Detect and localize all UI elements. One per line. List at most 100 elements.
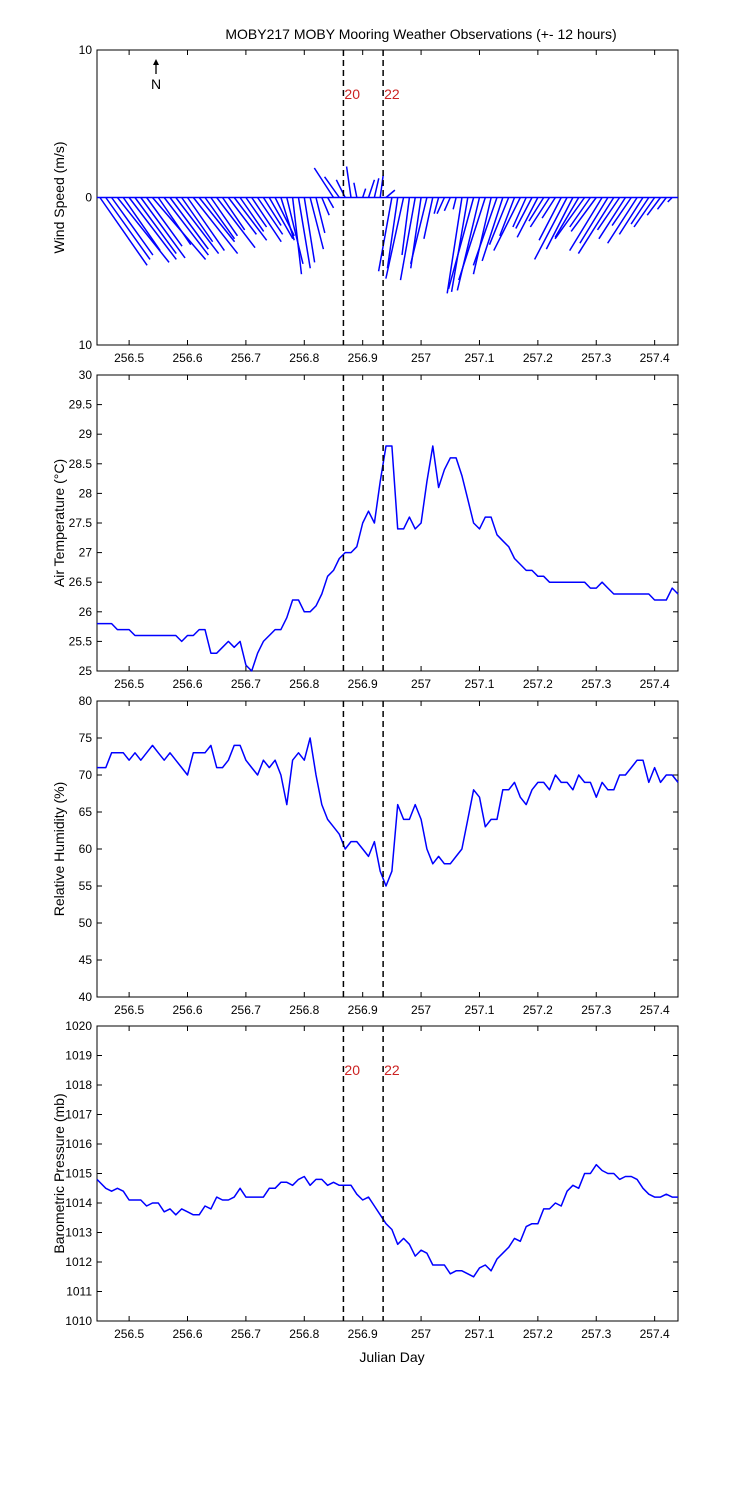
y-tick-label: 28 — [79, 486, 93, 500]
wind-stick — [515, 197, 533, 229]
y-axis-label: Barometric Pressure (mb) — [51, 1093, 67, 1253]
y-tick-label: 1015 — [65, 1167, 92, 1181]
y-tick-label: 1017 — [65, 1108, 92, 1122]
wind-stick — [611, 197, 632, 226]
y-tick-label: 1020 — [65, 1019, 92, 1033]
y-tick-label: 75 — [79, 731, 93, 745]
wind-stick — [379, 175, 384, 198]
wind-stick — [538, 197, 562, 241]
y-tick-label: 40 — [79, 990, 93, 1004]
plot-frame — [96, 700, 679, 998]
wind-stick — [606, 197, 638, 244]
wind-stick — [618, 197, 644, 235]
wind-stick — [499, 197, 516, 237]
x-tick-label: 257.4 — [640, 351, 670, 365]
wind-stick — [385, 189, 396, 199]
y-tick-label: 10 — [79, 338, 93, 352]
panel-4: 256.5 256.6 256.7 256.8 256.9 257 257.1 257.2 25… — [51, 1019, 679, 1341]
x-tick-label: 257.1 — [464, 1003, 494, 1017]
y-tick-label: 29.5 — [69, 398, 93, 412]
wind-stick — [401, 197, 411, 256]
wind-stick — [458, 197, 487, 281]
x-tick-label: 256.6 — [172, 677, 202, 691]
wind-stick — [134, 197, 177, 254]
wind-stick — [280, 197, 295, 241]
wind-stick — [481, 197, 504, 262]
marker-label: 22 — [384, 86, 400, 102]
chart-title: MOBY217 MOBY Mooring Weather Observation… — [225, 26, 616, 42]
wind-stick — [646, 197, 662, 216]
x-tick-label: 256.8 — [289, 1327, 319, 1341]
x-tick-label: 256.5 — [114, 1327, 144, 1341]
wind-stick — [323, 176, 340, 198]
marker-label: 20 — [344, 86, 360, 102]
wind-stick — [163, 197, 209, 256]
wind-stick — [409, 197, 428, 265]
x-tick-label: 257.4 — [640, 1003, 670, 1017]
x-tick-label: 257 — [411, 351, 431, 365]
y-tick-label: 1014 — [65, 1196, 92, 1210]
x-tick-label: 257.2 — [523, 1327, 553, 1341]
y-tick-label: 45 — [79, 953, 93, 967]
wind-stick — [321, 197, 330, 216]
x-tick-label: 257.3 — [581, 1003, 611, 1017]
wind-stick — [541, 197, 557, 219]
panel-3: 256.5 256.6 256.7 256.8 256.9 257 257.1 257.2 25… — [51, 694, 679, 1017]
y-tick-label: 55 — [79, 879, 93, 893]
wind-stick — [192, 197, 239, 255]
y-tick-label: 27 — [79, 546, 93, 560]
wind-stick — [377, 197, 393, 272]
wind-stick — [256, 197, 284, 235]
wind-stick — [210, 197, 239, 237]
wind-stick — [528, 197, 545, 222]
y-tick-label: 1013 — [65, 1226, 92, 1240]
x-tick-label: 257.2 — [523, 677, 553, 691]
x-tick-label: 256.8 — [289, 677, 319, 691]
wind-stick — [656, 197, 667, 210]
wind-stick — [529, 197, 551, 228]
x-tick-label: 257 — [411, 1327, 431, 1341]
x-tick-label: 257.3 — [581, 351, 611, 365]
wind-stick — [433, 197, 440, 214]
wind-stick — [245, 197, 268, 228]
wind-stick — [512, 197, 527, 228]
wind-stick — [353, 182, 358, 198]
wind-stick — [204, 197, 236, 240]
wind-stick — [667, 196, 673, 203]
wind-stick — [175, 197, 220, 255]
x-tick-label: 256.8 — [289, 1003, 319, 1017]
panels: 256.5 256.6 256.7 256.8 256.9 257 257.1 257.2 25… — [51, 43, 679, 1341]
y-tick-label: 70 — [79, 768, 93, 782]
wind-stick — [116, 197, 170, 263]
x-tick-label: 257.1 — [464, 1327, 494, 1341]
y-axis-label: Air Temperature (°C) — [51, 459, 67, 587]
wind-stick — [122, 197, 161, 252]
x-tick-label: 257.4 — [640, 1327, 670, 1341]
wind-stick — [450, 197, 469, 293]
y-axis-label: Relative Humidity (%) — [51, 782, 67, 917]
x-tick-label: 257.2 — [523, 1003, 553, 1017]
x-tick-label: 256.6 — [172, 1327, 202, 1341]
y-tick-label: 65 — [79, 805, 93, 819]
wind-stick — [570, 197, 597, 232]
y-tick-label: 60 — [79, 842, 93, 856]
wind-stick — [488, 197, 510, 245]
wind-stick — [493, 197, 522, 251]
y-tick-label: 80 — [79, 694, 93, 708]
wind-stick — [452, 197, 457, 210]
x-axis-label: Julian Day — [359, 1349, 424, 1365]
wind-stick — [239, 197, 265, 232]
wind-stick — [545, 197, 574, 250]
wind-stick — [373, 178, 380, 198]
wind-stick — [345, 166, 352, 198]
wind-stick — [569, 197, 592, 228]
wind-stick — [633, 197, 656, 228]
wind-stick — [251, 197, 282, 243]
x-tick-label: 256.5 — [114, 1003, 144, 1017]
wind-stick — [386, 197, 399, 269]
y-axis-label: Wind Speed (m/s) — [51, 141, 67, 253]
x-tick-label: 257 — [411, 1003, 431, 1017]
y-tick-label: 28.5 — [69, 457, 93, 471]
wind-stick — [227, 197, 258, 235]
